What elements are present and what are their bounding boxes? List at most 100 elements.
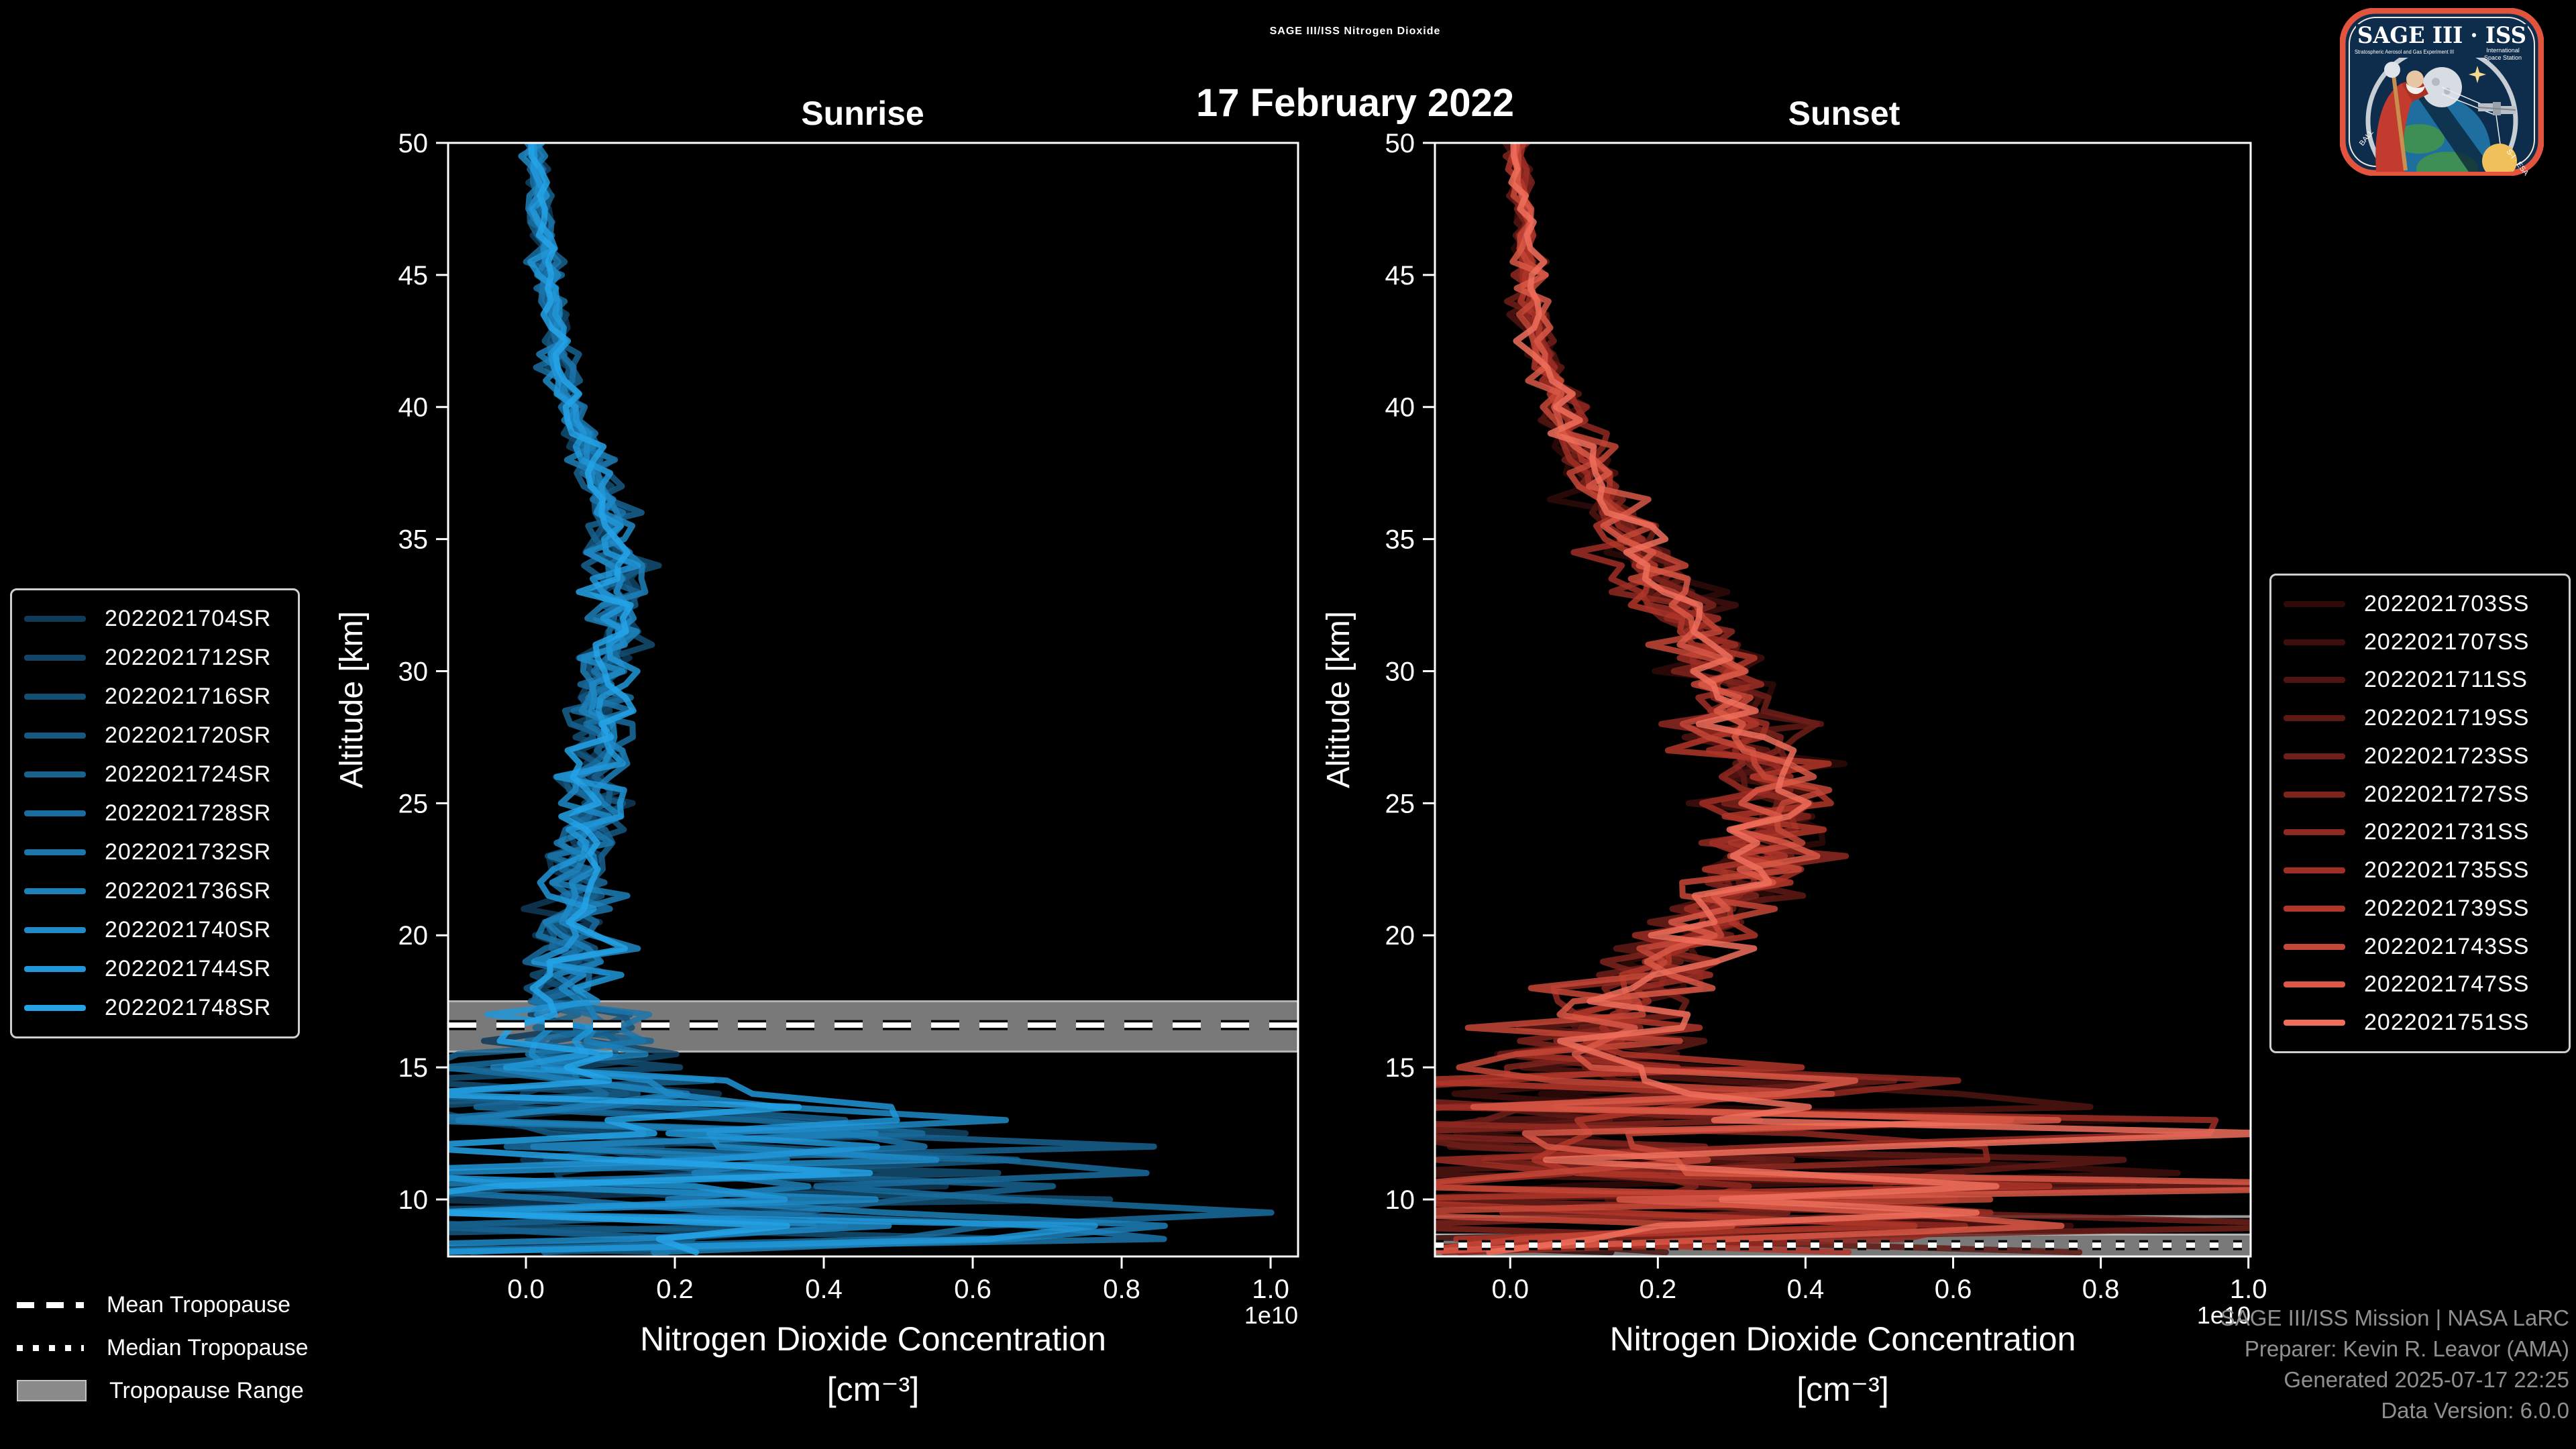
logo-star-icon — [2469, 66, 2486, 83]
sunrise-legend: 2022021704SR 2022021712SR 2022021716SR 2022… — [10, 588, 300, 1038]
legend-item-label: 2022021744SR — [105, 955, 272, 981]
y-tick-label: 40 — [1385, 393, 1415, 423]
legend-line-swatch — [2284, 639, 2345, 645]
legend-line-swatch — [2284, 600, 2345, 607]
sunrise-profiles — [448, 143, 1275, 1256]
legend-line-swatch — [2284, 677, 2345, 684]
legend-item-2022021747SS: 2022021747SS — [2284, 971, 2557, 998]
legend-item-label: 2022021711SS — [2364, 667, 2528, 693]
sunset-profiles — [1435, 143, 2251, 1256]
legend-line-swatch — [24, 888, 86, 894]
legend-item-2022021739SS: 2022021739SS — [2284, 896, 2557, 922]
legend-item-2022021728SR: 2022021728SR — [24, 800, 286, 826]
x-tick-label: 0.6 — [1935, 1275, 1972, 1304]
y-tick-label: 10 — [398, 1185, 429, 1215]
logo-subtitle-left: Stratospheric Aerosol and Gas Experiment… — [2355, 49, 2454, 55]
legend-item-label: 2022021739SS — [2364, 895, 2530, 921]
logo-subtitle-right-1: International — [2486, 47, 2520, 54]
legend-item-2022021731SS: 2022021731SS — [2284, 819, 2557, 845]
legend-line-swatch — [24, 926, 86, 933]
y-tick-label: 50 — [398, 129, 429, 158]
logo-subtitle-right-2: Space Station — [2484, 54, 2522, 61]
y-tick-label: 35 — [398, 525, 429, 555]
legend-line-swatch — [24, 733, 86, 739]
legend-line-swatch — [24, 616, 86, 623]
x-axis-units-label: [cm⁻³] — [1796, 1371, 1888, 1408]
credits-generated: Generated 2025-07-17 22:25 — [2284, 1367, 2569, 1392]
band-swatch — [17, 1380, 87, 1401]
legend-line-swatch — [24, 771, 86, 778]
x-tick-label: 0.6 — [954, 1275, 991, 1304]
y-tick-label: 40 — [398, 393, 429, 423]
legend-line-swatch — [24, 810, 86, 816]
logo-moon-crater — [2432, 78, 2440, 86]
legend-line-swatch — [2284, 867, 2345, 874]
y-tick-label: 15 — [1385, 1053, 1415, 1083]
legend-item-2022021703SS: 2022021703SS — [2284, 591, 2557, 617]
sunset-axes-frame — [1434, 142, 2252, 1258]
legend-item-label: 2022021719SS — [2364, 705, 2530, 731]
legend-item-label: 2022021704SR — [105, 606, 272, 632]
legend-line-swatch — [2284, 753, 2345, 759]
mean-tropopause-legend-item: Mean Tropopause — [17, 1291, 309, 1318]
x-tick-label: 1.0 — [2230, 1275, 2267, 1304]
profile-line-2022021751SS — [1486, 143, 2251, 1256]
legend-item-label: 2022021724SR — [105, 761, 272, 788]
legend-item-2022021735SS: 2022021735SS — [2284, 857, 2557, 883]
x-axis-units-label: [cm⁻³] — [827, 1371, 919, 1408]
legend-item-2022021707SS: 2022021707SS — [2284, 629, 2557, 655]
legend-item-2022021716SR: 2022021716SR — [24, 684, 286, 710]
tropopause-legend: Mean Tropopause Median Tropopause Tropop… — [17, 1291, 309, 1404]
x-tick-label: 0.2 — [656, 1275, 694, 1304]
legend-line-swatch — [24, 1004, 86, 1011]
legend-item-label: 2022021748SR — [105, 994, 272, 1020]
y-tick-label: 20 — [398, 921, 429, 951]
legend-item-2022021723SS: 2022021723SS — [2284, 743, 2557, 769]
tropopause-range-label: Tropopause Range — [109, 1377, 304, 1403]
page-date: 17 February 2022 — [1196, 81, 1514, 125]
page-title: SAGE III/ISS Nitrogen Dioxide — [1269, 25, 1441, 37]
x-tick-label: 0.2 — [1640, 1275, 1677, 1304]
legend-item-label: 2022021735SS — [2364, 857, 2530, 883]
legend-item-label: 2022021743SS — [2364, 933, 2530, 959]
dotted-line-swatch — [17, 1344, 84, 1351]
legend-item-2022021720SR: 2022021720SR — [24, 722, 286, 749]
logo-title-band — [2356, 24, 2528, 58]
y-axis-label: Altitude [km] — [1321, 611, 1356, 788]
legend-line-swatch — [24, 655, 86, 661]
y-tick-label: 25 — [398, 789, 429, 818]
sunset-legend: 2022021703SS 2022021707SS 2022021711SS 2022… — [2269, 574, 2571, 1053]
legend-item-label: 2022021740SR — [105, 916, 272, 943]
legend-item-2022021744SR: 2022021744SR — [24, 956, 286, 982]
y-axis-label: Altitude [km] — [334, 611, 370, 788]
legend-item-2022021736SR: 2022021736SR — [24, 878, 286, 904]
legend-item-label: 2022021727SS — [2364, 781, 2530, 807]
legend-line-swatch — [2284, 829, 2345, 836]
legend-item-2022021712SR: 2022021712SR — [24, 645, 286, 671]
x-tick-label: 0.0 — [1491, 1275, 1529, 1304]
legend-item-2022021748SR: 2022021748SR — [24, 995, 286, 1021]
x-axis-label: Nitrogen Dioxide Concentration — [1610, 1320, 2076, 1358]
x-tick-label: 0.4 — [1787, 1275, 1825, 1304]
legend-item-2022021740SR: 2022021740SR — [24, 917, 286, 943]
legend-item-2022021711SS: 2022021711SS — [2284, 667, 2557, 693]
x-tick-label: 1.0 — [1252, 1275, 1289, 1304]
x-tick-label: 0.4 — [805, 1275, 843, 1304]
y-tick-label: 45 — [1385, 261, 1415, 290]
logo-sight-line — [2495, 109, 2502, 150]
logo-moon-crater — [2444, 88, 2451, 95]
legend-item-label: 2022021731SS — [2364, 819, 2530, 845]
legend-line-swatch — [24, 694, 86, 700]
legend-item-2022021732SR: 2022021732SR — [24, 839, 286, 865]
x-tick-label: 0.8 — [1103, 1275, 1140, 1304]
profile-line-2022021748SR — [448, 143, 873, 1256]
x-axis-label: Nitrogen Dioxide Concentration — [640, 1320, 1106, 1358]
legend-item-label: 2022021747SS — [2364, 971, 2530, 998]
sunset-plot: 10 15 20 25 30 35 40 45 50 0.0 0.2 0.4 0.6 0.8 1.01e10… — [1321, 129, 2267, 1408]
credits-mission: SAGE III/ISS Mission | NASA LaRC — [2220, 1305, 2569, 1330]
logo-sun-icon — [2482, 144, 2517, 172]
legend-item-2022021743SS: 2022021743SS — [2284, 934, 2557, 960]
x-axis-offset-text: 1e10 — [2197, 1301, 2251, 1329]
legend-item-label: 2022021712SR — [105, 645, 272, 671]
